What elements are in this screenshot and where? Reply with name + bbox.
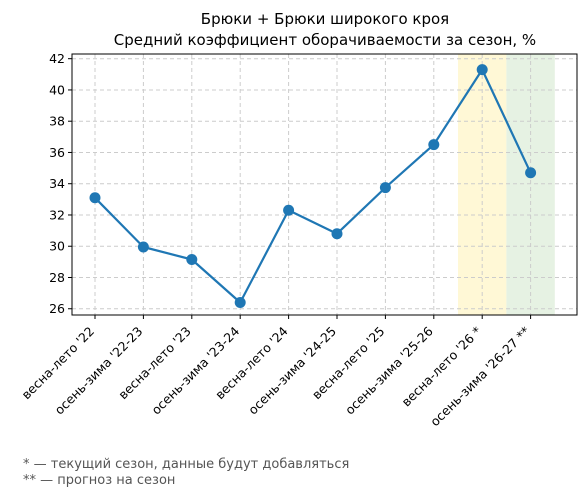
chart-title-line1: Брюки + Брюки широкого кроя (201, 10, 449, 28)
chart-title-line2: Средний коэффициент оборачиваемости за с… (114, 31, 536, 49)
highlight-band-1 (506, 54, 555, 315)
y-tick-label: 40 (49, 82, 65, 97)
data-point (379, 182, 391, 194)
y-tick-label: 42 (49, 51, 65, 66)
y-tick-label: 34 (49, 176, 65, 191)
data-point (283, 204, 295, 216)
x-tick-label: осень-зима '23-24 (148, 323, 242, 417)
data-point (428, 139, 440, 151)
series-line (89, 64, 537, 308)
data-point (331, 228, 343, 240)
data-point (89, 192, 101, 204)
y-tick-label: 26 (49, 301, 65, 316)
footnote-current-season: * — текущий сезон, данные будут добавлят… (23, 457, 350, 472)
data-point (137, 241, 149, 253)
footnote-forecast: ** — прогноз на сезон (23, 473, 176, 488)
x-tick-label: осень-зима '24-25 (245, 324, 339, 418)
x-tick-label: осень-зима '22-23 (52, 324, 146, 418)
x-tick-label: осень-зима '26-27 ** (427, 324, 533, 430)
plot-frame (71, 53, 578, 316)
season-highlights (458, 54, 555, 315)
series-path (94, 68, 532, 304)
grid (72, 54, 577, 315)
y-tick-label: 38 (49, 114, 65, 129)
highlight-band-0 (458, 54, 507, 315)
data-point (186, 254, 198, 266)
x-tick-label: осень-зима '25-26 (342, 323, 436, 417)
y-tick-label: 36 (49, 145, 65, 160)
y-tick-label: 30 (49, 239, 65, 254)
y-tick-label: 32 (49, 207, 65, 222)
data-point (525, 167, 537, 179)
data-point (234, 296, 246, 308)
y-tick-label: 28 (49, 270, 65, 285)
data-point (476, 64, 488, 76)
